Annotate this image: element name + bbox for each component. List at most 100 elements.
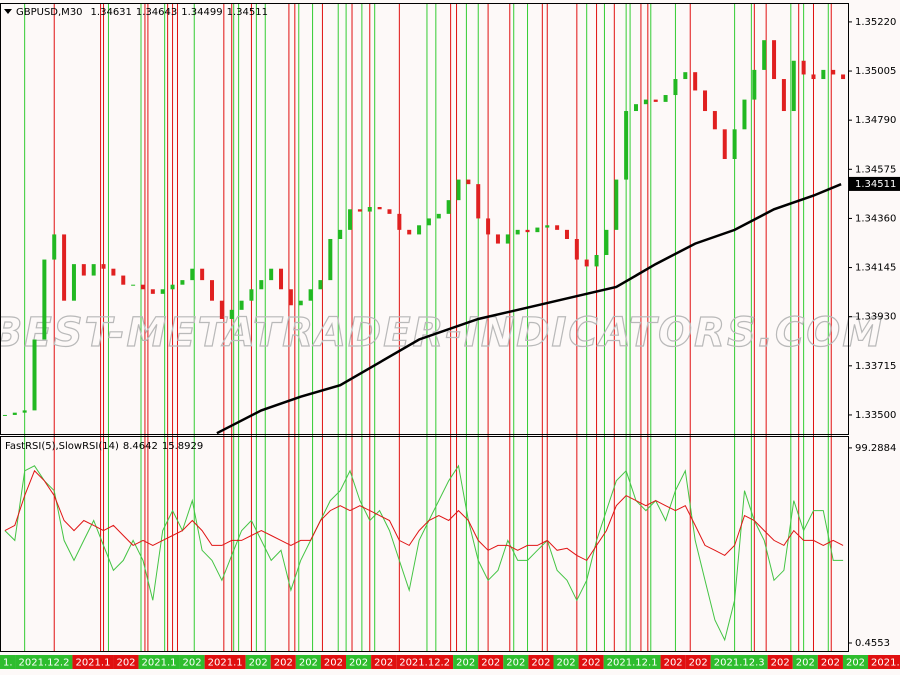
candle [781, 79, 786, 112]
time-label-box [528, 655, 554, 669]
rsi-frame [0, 436, 849, 652]
candle [634, 104, 638, 112]
time-label-box [179, 655, 205, 669]
candle [279, 268, 284, 290]
time-label-box [553, 655, 579, 669]
candle [219, 300, 224, 319]
candle [555, 225, 560, 230]
y-tick-label: 1.33930 [855, 312, 896, 323]
time-label-box [371, 655, 397, 669]
time-label: 202 [689, 658, 708, 669]
candle [22, 410, 27, 413]
moving-average [216, 183, 842, 435]
candle [298, 300, 303, 306]
candle [831, 69, 836, 75]
candle [249, 289, 254, 301]
headers: GBPUSD,M30 1.34631 1.34643 1.34499 1.34511 Fa… [5, 7, 268, 452]
time-label: 202 [506, 658, 525, 669]
time-label: 202 [556, 658, 575, 669]
candle [732, 129, 737, 160]
candle [81, 264, 86, 276]
time-label: 202 [846, 658, 865, 669]
time-label: 202 [531, 658, 550, 669]
time-label: 202 [821, 658, 840, 669]
y-tick-label: 1.35005 [855, 66, 896, 77]
candle [71, 264, 76, 301]
time-label-box [578, 655, 604, 669]
candle [367, 207, 372, 212]
candle [328, 238, 333, 281]
candle [594, 254, 599, 267]
header-text: GBPUSD,M30 [16, 7, 83, 18]
candle [762, 40, 767, 70]
candle [131, 284, 136, 286]
rsi-pane [4, 464, 844, 642]
last-price-label: 1.34511 [855, 179, 896, 190]
header-text: 8.4642 [123, 441, 158, 452]
candle [308, 289, 313, 301]
candle [229, 309, 234, 319]
time-label: 202 [664, 658, 683, 669]
candle [584, 259, 589, 267]
time-label: 202 [183, 658, 202, 669]
candle [564, 229, 569, 239]
time-label: 202 [771, 658, 790, 669]
time-label: 202 [249, 658, 268, 669]
candle [712, 111, 717, 130]
candle [525, 229, 530, 233]
time-label: 202 [349, 658, 368, 669]
candle [752, 69, 757, 100]
candle [614, 179, 619, 230]
y-tick-label: 1.34790 [855, 115, 896, 126]
signal-lines [24, 4, 832, 651]
candle [466, 179, 471, 185]
time-label: 202 [299, 658, 318, 669]
time-label-box [710, 655, 768, 669]
price-axis: 1.35220 1.35005 1.34790 1.34575 1.34360 1.341… [848, 17, 900, 649]
candle [495, 234, 500, 244]
candle [486, 218, 491, 235]
time-label: 2021.12.2 [19, 658, 70, 669]
candle [170, 284, 175, 290]
candle [604, 229, 609, 255]
rsi-tick-label: 99.2884 [855, 443, 896, 454]
time-label-box [295, 655, 321, 669]
time-label-box [346, 655, 372, 669]
price-pane [2, 40, 846, 435]
time-label-box [817, 655, 843, 669]
time-label-box [685, 655, 711, 669]
time-label: 2021.12.2 [399, 658, 450, 669]
header-text: FastRSI(5),SlowRSI(14) [5, 441, 119, 452]
watermark: BEST-METATRADER-INDICATORS.COM [0, 310, 884, 356]
rsi-line [4, 464, 844, 642]
time-label-box [270, 655, 296, 669]
time-label-box [72, 655, 114, 669]
candle [663, 95, 668, 102]
candle [643, 99, 648, 105]
time-label: 202 [456, 658, 475, 669]
candle [101, 264, 106, 269]
candle [456, 179, 461, 201]
candle [722, 129, 727, 160]
candle [62, 234, 67, 301]
header-text: 1.34643 [136, 7, 177, 18]
rsi-line [4, 469, 844, 562]
candle [121, 275, 126, 285]
time-label-box [0, 655, 16, 669]
time-label-box [453, 655, 479, 669]
candle [407, 229, 412, 235]
candle [12, 412, 17, 415]
candle [742, 99, 747, 130]
candle [2, 414, 7, 416]
candle [703, 90, 708, 112]
candle [515, 229, 520, 235]
menu-arrow[interactable] [4, 9, 12, 14]
candle [269, 268, 274, 281]
candle [190, 268, 195, 281]
candle [693, 72, 698, 91]
y-tick-label: 1.33500 [855, 410, 896, 421]
candle [239, 300, 244, 310]
candle [387, 209, 392, 214]
candle [42, 259, 47, 340]
